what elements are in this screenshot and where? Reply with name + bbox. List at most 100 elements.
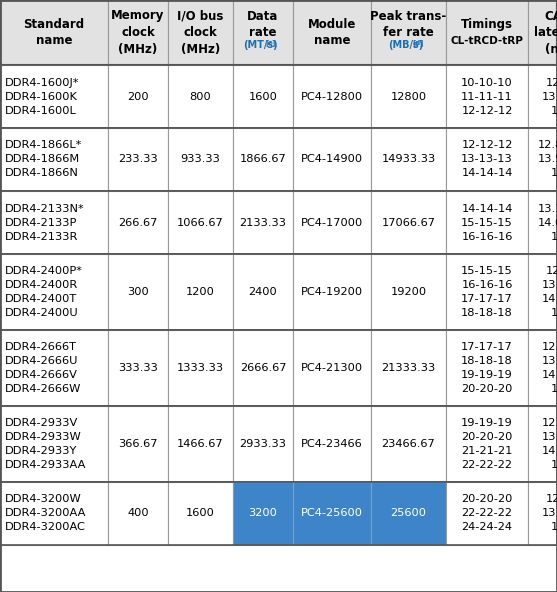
Text: DDR4-2133N*
DDR4-2133P
DDR4-2133R: DDR4-2133N* DDR4-2133P DDR4-2133R <box>5 204 85 242</box>
Bar <box>0 330 557 406</box>
Text: 1600: 1600 <box>248 92 277 101</box>
Text: Data
rate: Data rate <box>247 10 278 39</box>
Text: 333.33: 333.33 <box>118 363 158 373</box>
Bar <box>293 191 371 254</box>
Text: 2666.67: 2666.67 <box>240 363 286 373</box>
Bar <box>233 254 293 330</box>
Text: 12.96
13.64
14.32
15: 12.96 13.64 14.32 15 <box>542 418 557 470</box>
Text: 200: 200 <box>127 92 149 101</box>
Text: PC4-12800: PC4-12800 <box>301 92 363 101</box>
Bar <box>0 65 557 128</box>
Bar <box>0 254 108 330</box>
Text: 366.67: 366.67 <box>118 439 158 449</box>
Text: PC4-17000: PC4-17000 <box>301 217 363 227</box>
Text: DDR4-2666T
DDR4-2666U
DDR4-2666V
DDR4-2666W: DDR4-2666T DDR4-2666U DDR4-2666V DDR4-26… <box>5 342 81 394</box>
Bar <box>0 482 108 545</box>
Bar <box>0 406 557 482</box>
Text: 21333.33: 21333.33 <box>382 363 436 373</box>
Text: 14933.33: 14933.33 <box>382 155 436 165</box>
Text: 25600: 25600 <box>390 509 427 519</box>
Text: (MB/s): (MB/s) <box>388 40 423 50</box>
Bar <box>0 128 557 191</box>
Text: 2933.33: 2933.33 <box>240 439 286 449</box>
Bar <box>233 330 293 406</box>
Text: 3200: 3200 <box>248 509 277 519</box>
Bar <box>108 482 168 545</box>
Bar <box>0 330 108 406</box>
Bar <box>108 254 168 330</box>
Text: DDR4-1600J*
DDR4-1600K
DDR4-1600L: DDR4-1600J* DDR4-1600K DDR4-1600L <box>5 78 80 115</box>
Bar <box>528 128 557 191</box>
Bar <box>371 482 446 545</box>
Bar <box>233 406 293 482</box>
Text: 12.857
13.929
15: 12.857 13.929 15 <box>538 140 557 179</box>
Text: 15-15-15
16-16-16
17-17-17
18-18-18: 15-15-15 16-16-16 17-17-17 18-18-18 <box>461 266 513 318</box>
Bar <box>446 254 528 330</box>
Text: 12.75
13.50
14.25
15: 12.75 13.50 14.25 15 <box>542 342 557 394</box>
Text: Memory
clock
(MHz): Memory clock (MHz) <box>111 9 165 56</box>
Text: 1866.67: 1866.67 <box>240 155 286 165</box>
Text: 23466.67: 23466.67 <box>382 439 436 449</box>
Bar <box>293 482 371 545</box>
Bar <box>168 254 233 330</box>
Bar <box>528 65 557 128</box>
Text: 10-10-10
11-11-11
12-12-12: 10-10-10 11-11-11 12-12-12 <box>461 78 513 115</box>
Text: PC4-14900: PC4-14900 <box>301 155 363 165</box>
Text: 17066.67: 17066.67 <box>382 217 436 227</box>
Bar <box>0 482 557 545</box>
Bar <box>446 191 528 254</box>
Bar <box>168 406 233 482</box>
Text: 1466.67: 1466.67 <box>177 439 224 449</box>
Text: [c]: [c] <box>266 39 276 46</box>
Bar <box>0 406 108 482</box>
Bar <box>446 482 528 545</box>
Text: 2400: 2400 <box>248 287 277 297</box>
Bar <box>528 482 557 545</box>
Text: 12-12-12
13-13-13
14-14-14: 12-12-12 13-13-13 14-14-14 <box>461 140 513 179</box>
Text: 17-17-17
18-18-18
19-19-19
20-20-20: 17-17-17 18-18-18 19-19-19 20-20-20 <box>461 342 513 394</box>
Bar <box>233 128 293 191</box>
Text: (MT/s): (MT/s) <box>243 40 277 50</box>
Bar <box>446 330 528 406</box>
Bar <box>293 330 371 406</box>
Text: 20-20-20
22-22-22
24-24-24: 20-20-20 22-22-22 24-24-24 <box>461 494 512 532</box>
Bar <box>371 0 446 65</box>
Bar <box>233 0 293 65</box>
Text: PC4-23466: PC4-23466 <box>301 439 363 449</box>
Bar <box>108 191 168 254</box>
Text: CL-tRCD-tRP: CL-tRCD-tRP <box>451 36 524 46</box>
Text: 14-14-14
15-15-15
16-16-16: 14-14-14 15-15-15 16-16-16 <box>461 204 513 242</box>
Bar <box>371 65 446 128</box>
Bar <box>0 65 108 128</box>
Text: 300: 300 <box>127 287 149 297</box>
Text: 233.33: 233.33 <box>118 155 158 165</box>
Text: PC4-25600: PC4-25600 <box>301 509 363 519</box>
Bar <box>168 65 233 128</box>
Bar <box>233 482 293 545</box>
Bar <box>108 330 168 406</box>
Bar <box>0 0 108 65</box>
Text: Peak trans-
fer rate: Peak trans- fer rate <box>370 10 447 39</box>
Bar <box>528 0 557 65</box>
Bar <box>168 128 233 191</box>
Bar <box>0 254 557 330</box>
Text: CAS
latency
(ns): CAS latency (ns) <box>534 9 557 56</box>
Bar <box>446 406 528 482</box>
Bar <box>0 191 557 254</box>
Bar <box>446 128 528 191</box>
Text: 2133.33: 2133.33 <box>240 217 286 227</box>
Text: 1200: 1200 <box>186 287 215 297</box>
Text: Timings: Timings <box>461 18 513 31</box>
Bar <box>293 254 371 330</box>
Bar <box>528 254 557 330</box>
Text: 1066.67: 1066.67 <box>177 217 224 227</box>
Text: I/O bus
clock
(MHz): I/O bus clock (MHz) <box>177 9 224 56</box>
Text: 1333.33: 1333.33 <box>177 363 224 373</box>
Bar <box>108 0 168 65</box>
Text: 13.125
14.063
15: 13.125 14.063 15 <box>538 204 557 242</box>
Text: 12.5
13.32
14.16
15: 12.5 13.32 14.16 15 <box>542 266 557 318</box>
Text: 19200: 19200 <box>390 287 427 297</box>
Text: 12.5
13.75
15: 12.5 13.75 15 <box>542 78 557 115</box>
Bar <box>168 191 233 254</box>
Bar <box>168 0 233 65</box>
